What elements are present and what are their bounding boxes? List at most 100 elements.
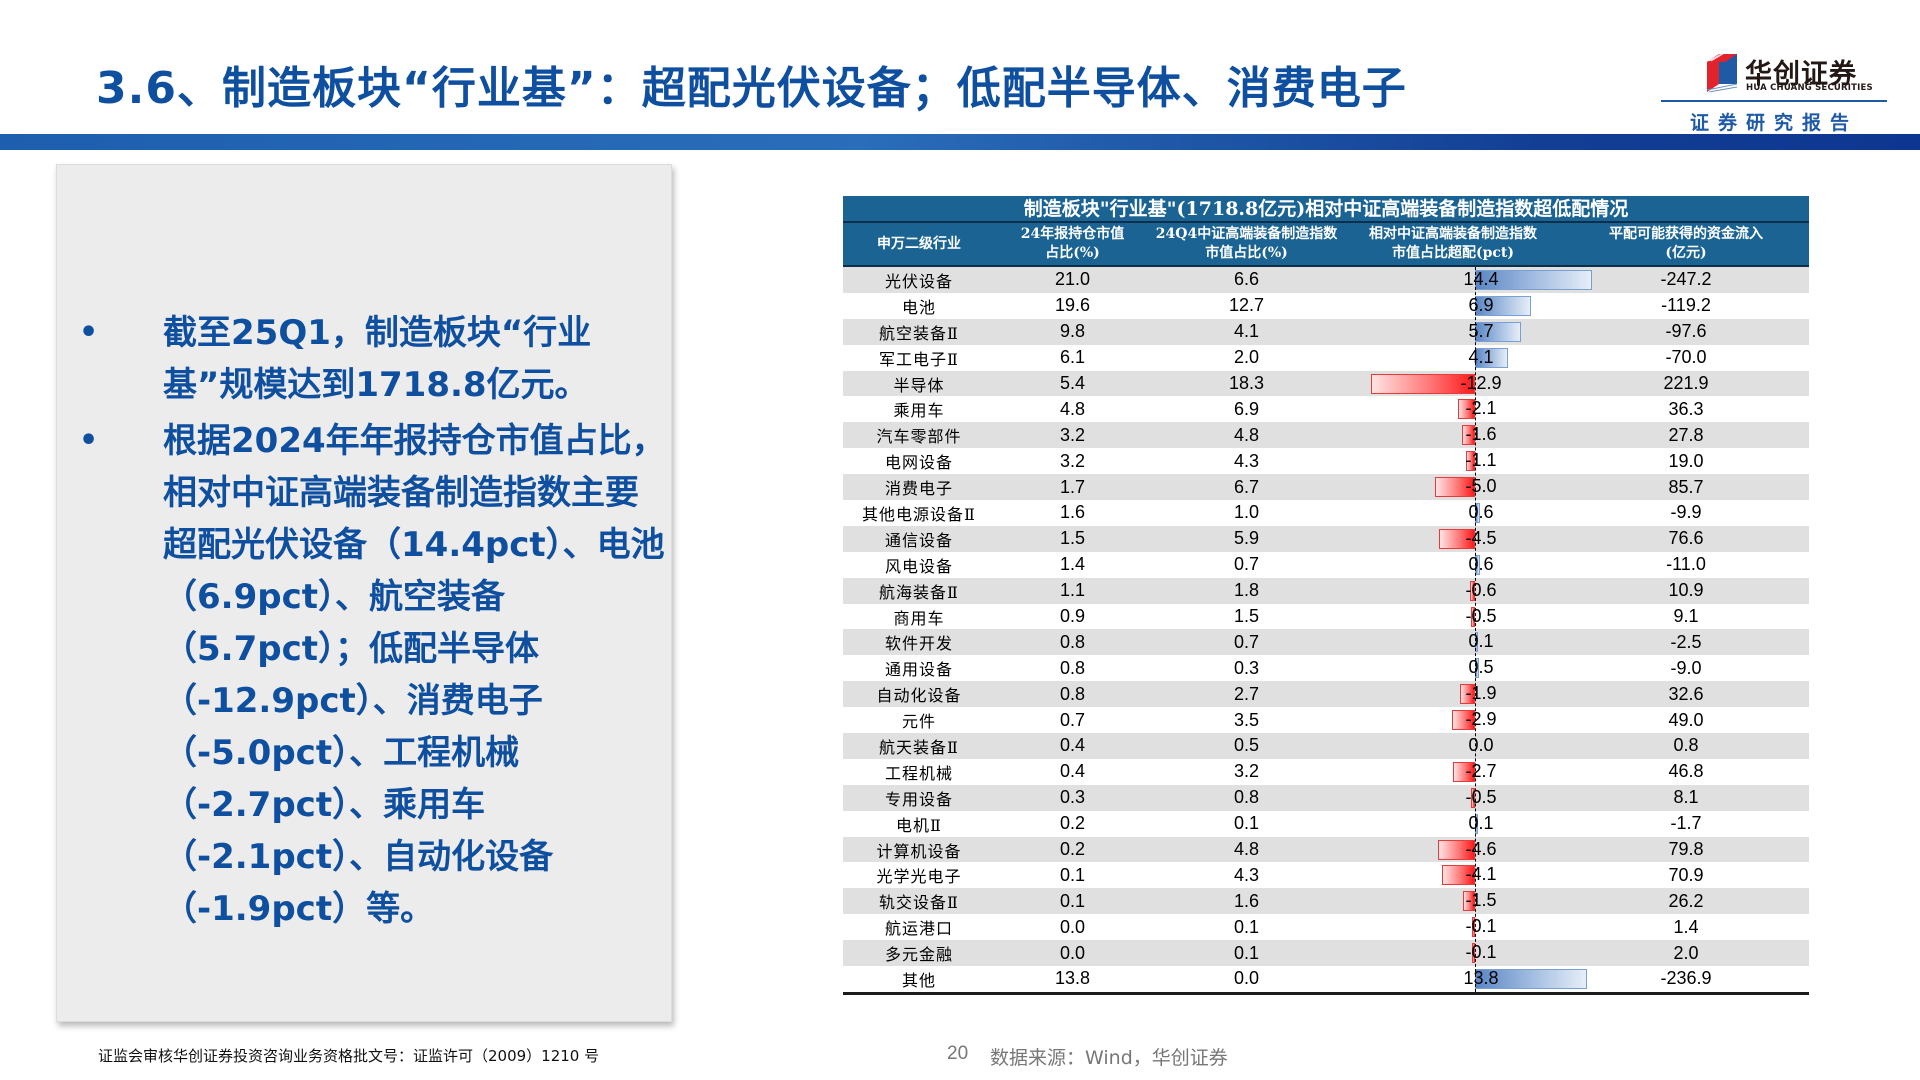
column-header-text: 申万二级行业: [877, 235, 961, 252]
overweight-cell: 0.5: [1343, 655, 1563, 681]
fund-pct-cell: 1.1: [1059, 580, 1086, 601]
flow-cell: -70.0: [1665, 347, 1707, 368]
industry-cell: 通用设备: [884, 660, 953, 680]
index-pct-cell: 4.8: [1233, 839, 1260, 860]
flow-cell: 70.9: [1668, 864, 1704, 885]
fund-pct-cell: 19.6: [1054, 295, 1091, 316]
overweight-cell: -1.6: [1343, 422, 1563, 448]
license-note: 证监会审核华创证券投资咨询业务资格批文号：证监许可（2009）1210 号: [98, 1047, 600, 1065]
flow-cell: -119.2: [1661, 295, 1711, 316]
flow-cell: 79.8: [1668, 839, 1704, 860]
table-body: 光伏设备 21.0 6.6 14.4 -247.2 电池 19.6 12.7 6.9 -119.2…: [843, 267, 1809, 992]
table-bottom-rule: [843, 991, 1809, 995]
flow-cell: -1.7: [1670, 813, 1702, 834]
overweight-value: 0.0: [1468, 735, 1494, 756]
table-row: 多元金融 0.0 0.1 -0.1 2.0: [843, 940, 1809, 967]
fund-pct-cell: 0.1: [1059, 864, 1086, 885]
underweight-bar: [1470, 606, 1475, 627]
index-pct-cell: 4.3: [1233, 864, 1260, 885]
table-row: 航海装备Ⅱ 1.1 1.8 -0.6 10.9: [843, 577, 1809, 604]
flow-cell: 9.1: [1673, 606, 1699, 627]
overweight-value: 0.5: [1468, 657, 1494, 678]
industry-cell: 专用设备: [884, 789, 953, 809]
underweight-bar: [1472, 943, 1475, 964]
data-source: 数据来源：Wind，华创证券: [990, 1047, 1228, 1069]
fund-pct-cell: 0.8: [1059, 631, 1086, 652]
industry-cell: 计算机设备: [876, 841, 962, 861]
index-pct-cell: 0.3: [1233, 657, 1260, 678]
table-row: 电网设备 3.2 4.3 -1.1 19.0: [843, 448, 1809, 475]
column-header-text: 平配可能获得的资金流入: [1609, 226, 1763, 242]
fund-pct-cell: 9.8: [1059, 321, 1086, 342]
industry-cell: 航空装备Ⅱ: [879, 323, 959, 343]
underweight-bar: [1453, 761, 1475, 782]
column-header-fund-pct: 24年报持仓市值 占比(%): [995, 223, 1150, 265]
overweight-value: 0.6: [1468, 502, 1494, 523]
overweight-value: -1.6: [1465, 424, 1497, 445]
index-pct-cell: 1.0: [1233, 502, 1260, 523]
flow-cell: -97.6: [1665, 321, 1707, 342]
industry-cell: 软件开发: [884, 634, 953, 654]
index-pct-cell: 5.9: [1233, 528, 1260, 549]
column-header-text: 市值占比超配(pct): [1391, 245, 1515, 261]
overweight-value: 14.4: [1463, 269, 1499, 289]
overweight-value: -0.5: [1465, 605, 1497, 626]
overweight-cell: 0.6: [1343, 552, 1563, 578]
flow-cell: -247.2: [1660, 269, 1712, 290]
table-row: 消费电子 1.7 6.7 -5.0 85.7: [843, 474, 1809, 501]
underweight-bar: [1437, 839, 1475, 860]
table-row: 专用设备 0.3 0.8 -0.5 8.1: [843, 784, 1809, 811]
overweight-cell: -4.6: [1343, 837, 1563, 863]
industry-cell: 军工电子Ⅱ: [879, 349, 959, 369]
index-pct-cell: 6.7: [1233, 476, 1260, 497]
index-pct-cell: 1.5: [1233, 606, 1260, 627]
index-pct-cell: 18.3: [1228, 373, 1265, 393]
overweight-cell: 0.1: [1343, 811, 1563, 837]
overweight-value: 4.1: [1468, 346, 1494, 367]
index-pct-cell: 0.5: [1233, 735, 1260, 756]
overweight-cell: -0.5: [1343, 604, 1563, 630]
fund-pct-cell: 0.7: [1059, 709, 1086, 730]
overweight-value: -0.1: [1465, 942, 1497, 963]
industry-cell: 多元金融: [884, 945, 953, 965]
report-type-label: 证券研究报告: [1690, 112, 1859, 134]
overweight-value: -4.1: [1465, 864, 1497, 885]
underweight-bar: [1466, 451, 1475, 472]
overweight-cell: 0.6: [1343, 500, 1563, 526]
underweight-bar: [1462, 891, 1475, 912]
index-pct-cell: 1.6: [1233, 890, 1260, 911]
index-pct-cell: 4.3: [1233, 450, 1260, 471]
industry-cell: 自动化设备: [876, 686, 962, 706]
index-pct-cell: 0.1: [1233, 916, 1260, 937]
logo-divider: [1661, 100, 1887, 102]
overweight-cell: 0.1: [1343, 629, 1563, 655]
overweight-cell: -2.9: [1343, 707, 1563, 733]
column-header-text: 占比(%): [1045, 245, 1100, 261]
overweight-cell: -0.5: [1343, 785, 1563, 811]
underweight-bar: [1457, 399, 1475, 420]
fund-pct-cell: 6.1: [1059, 347, 1086, 368]
index-pct-cell: 1.8: [1233, 580, 1260, 601]
underweight-bar: [1470, 580, 1475, 601]
column-header-overweight: 相对中证高端装备制造指数 市值占比超配(pct): [1343, 223, 1563, 265]
bullet-text: 根据2024年年报持仓市值占比，相对中证高端装备制造指数主要超配光伏设备（14.…: [163, 421, 666, 929]
overweight-cell: -2.1: [1343, 396, 1563, 422]
column-header-text: 相对中证高端装备制造指数: [1369, 226, 1537, 242]
index-pct-cell: 12.7: [1228, 295, 1265, 316]
summary-bullet: • 截至25Q1，制造板块“行业基”规模达到1718.8亿元。: [67, 307, 667, 411]
overweight-value: 0.1: [1468, 812, 1494, 833]
page-number: 20: [947, 1043, 969, 1064]
summary-bullets: • 截至25Q1，制造板块“行业基”规模达到1718.8亿元。 • 根据2024…: [67, 307, 667, 935]
overweight-cell: -4.5: [1343, 526, 1563, 552]
underweight-bar: [1434, 477, 1475, 498]
flow-cell: 85.7: [1668, 476, 1704, 497]
underweight-bar: [1441, 865, 1475, 886]
overweight-value: -4.6: [1465, 838, 1497, 859]
overweight-value: -12.9: [1460, 372, 1502, 393]
flow-cell: 1.4: [1673, 916, 1699, 937]
overweight-value: -0.1: [1465, 916, 1497, 937]
logo-name-en: HUA CHUANG SECURITIES: [1746, 83, 1873, 93]
flow-cell: 221.9: [1663, 373, 1709, 393]
index-pct-cell: 0.8: [1233, 787, 1260, 808]
column-header-industry: 申万二级行业: [843, 223, 995, 265]
